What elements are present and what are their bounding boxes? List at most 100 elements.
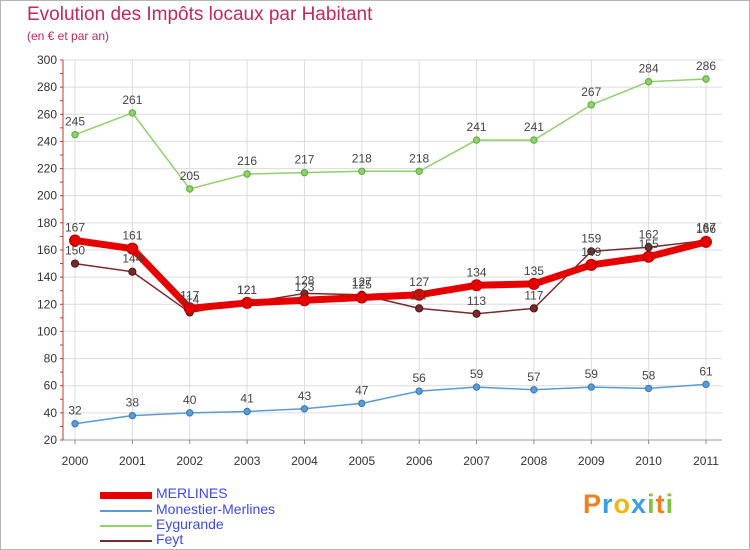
data-label-feyt: 121 xyxy=(237,283,257,297)
series-line-monestier-merlines xyxy=(74,383,707,425)
data-point-monestier-merlines xyxy=(186,409,194,417)
data-point-monestier-merlines xyxy=(415,387,423,395)
y-tick-label: 200 xyxy=(37,189,57,203)
data-label-eygurande: 241 xyxy=(524,120,544,134)
x-tick-label: 2006 xyxy=(406,454,433,468)
data-label-eygurande: 284 xyxy=(639,62,659,76)
legend-label-monestier-merlines: Monestier-Merlines xyxy=(156,501,276,517)
chart-title: Evolution des Impôts locaux par Habitant xyxy=(27,4,373,25)
data-point-monestier-merlines xyxy=(71,420,79,428)
data-label-monestier-merlines: 61 xyxy=(699,364,713,378)
data-label-merlines: 134 xyxy=(467,265,487,279)
legend-swatch-eygurande xyxy=(100,525,152,527)
data-point-eygurande xyxy=(702,75,710,83)
legend-label-eygurande: Eygurande xyxy=(156,516,224,532)
data-point-eygurande xyxy=(472,136,481,144)
data-point-eygurande xyxy=(300,168,309,177)
data-point-merlines xyxy=(355,291,368,304)
y-tick-label: 80 xyxy=(44,352,58,366)
data-label-merlines: 155 xyxy=(639,237,659,251)
data-label-merlines: 123 xyxy=(294,280,314,294)
y-tick-label: 240 xyxy=(37,134,57,148)
data-label-monestier-merlines: 32 xyxy=(68,404,82,418)
y-tick-label: 260 xyxy=(37,107,57,121)
data-point-merlines xyxy=(69,234,81,247)
data-point-monestier-merlines xyxy=(644,384,653,393)
logo-letter: t xyxy=(655,489,666,519)
data-label-monestier-merlines: 47 xyxy=(355,383,369,397)
data-label-feyt: 159 xyxy=(581,231,601,245)
logo-letter: i xyxy=(665,489,675,519)
series-line-merlines xyxy=(71,237,710,312)
data-point-merlines xyxy=(298,294,311,307)
legend-label-feyt: Feyt xyxy=(156,531,184,547)
x-tick-label: 2005 xyxy=(348,454,375,468)
data-point-merlines xyxy=(470,279,483,292)
data-point-merlines xyxy=(585,258,598,271)
data-label-eygurande: 286 xyxy=(696,59,716,73)
data-point-eygurande xyxy=(587,101,595,109)
data-point-merlines xyxy=(241,296,254,309)
data-point-monestier-merlines xyxy=(587,383,595,391)
proxiti-logo: Proxiti xyxy=(583,489,674,520)
data-point-eygurande xyxy=(358,167,366,175)
data-point-monestier-merlines xyxy=(243,407,251,416)
x-tick-label: 2011 xyxy=(693,454,719,468)
data-point-merlines xyxy=(183,302,196,315)
x-tick-label: 2002 xyxy=(176,454,203,468)
legend-swatch-merlines xyxy=(100,492,152,499)
data-label-eygurande: 267 xyxy=(581,85,601,99)
data-label-feyt: 127 xyxy=(352,275,372,289)
data-point-monestier-merlines xyxy=(702,380,710,389)
data-point-monestier-merlines xyxy=(300,405,309,413)
y-tick-label: 120 xyxy=(37,297,57,311)
x-tick-label: 2000 xyxy=(62,454,89,468)
data-label-feyt: 114 xyxy=(180,292,199,306)
legend-swatch-feyt xyxy=(100,540,152,542)
data-point-feyt xyxy=(128,267,137,276)
x-tick-label: 2008 xyxy=(521,454,548,468)
y-tick-label: 160 xyxy=(37,243,57,257)
y-tick-label: 60 xyxy=(44,379,58,393)
x-tick-label: 2004 xyxy=(291,454,318,468)
data-label-monestier-merlines: 40 xyxy=(183,393,197,407)
x-tick-label: 2007 xyxy=(463,454,490,468)
y-tick-label: 180 xyxy=(37,216,57,230)
data-label-eygurande: 241 xyxy=(467,120,487,134)
data-point-monestier-merlines xyxy=(472,383,481,391)
data-point-eygurande xyxy=(243,170,251,178)
data-label-monestier-merlines: 59 xyxy=(585,367,599,381)
legend-label-merlines: MERLINES xyxy=(156,485,228,501)
data-point-eygurande xyxy=(186,185,194,193)
data-point-eygurande xyxy=(71,130,79,139)
data-label-eygurande: 205 xyxy=(180,169,200,183)
data-label-eygurande: 218 xyxy=(409,151,429,165)
data-label-feyt: 144 xyxy=(122,252,142,266)
logo-letter: P xyxy=(583,489,603,519)
data-point-eygurande xyxy=(530,136,538,144)
data-label-feyt: 128 xyxy=(294,273,314,287)
data-label-feyt: 117 xyxy=(524,288,543,302)
data-label-eygurande: 261 xyxy=(122,93,142,107)
data-point-feyt xyxy=(472,309,481,318)
data-point-eygurande xyxy=(415,167,423,175)
data-label-merlines: 167 xyxy=(65,221,85,235)
data-label-feyt: 113 xyxy=(467,294,486,308)
logo-letter: o xyxy=(613,489,632,519)
data-label-merlines: 127 xyxy=(409,275,429,289)
data-point-merlines xyxy=(126,242,139,255)
data-label-merlines: 125 xyxy=(352,278,372,292)
y-tick-label: 280 xyxy=(37,80,57,94)
data-point-eygurande xyxy=(128,109,137,117)
logo-letter: r xyxy=(602,489,614,519)
data-label-feyt: 150 xyxy=(65,244,85,258)
series-line-feyt xyxy=(74,239,707,315)
x-tick-label: 2003 xyxy=(234,454,261,468)
data-point-monestier-merlines xyxy=(358,399,366,408)
data-label-monestier-merlines: 41 xyxy=(240,392,254,406)
data-label-monestier-merlines: 38 xyxy=(126,396,140,410)
data-point-feyt xyxy=(70,259,80,268)
data-label-eygurande: 218 xyxy=(352,151,372,165)
data-label-monestier-merlines: 43 xyxy=(298,389,312,403)
data-point-merlines xyxy=(413,288,426,301)
